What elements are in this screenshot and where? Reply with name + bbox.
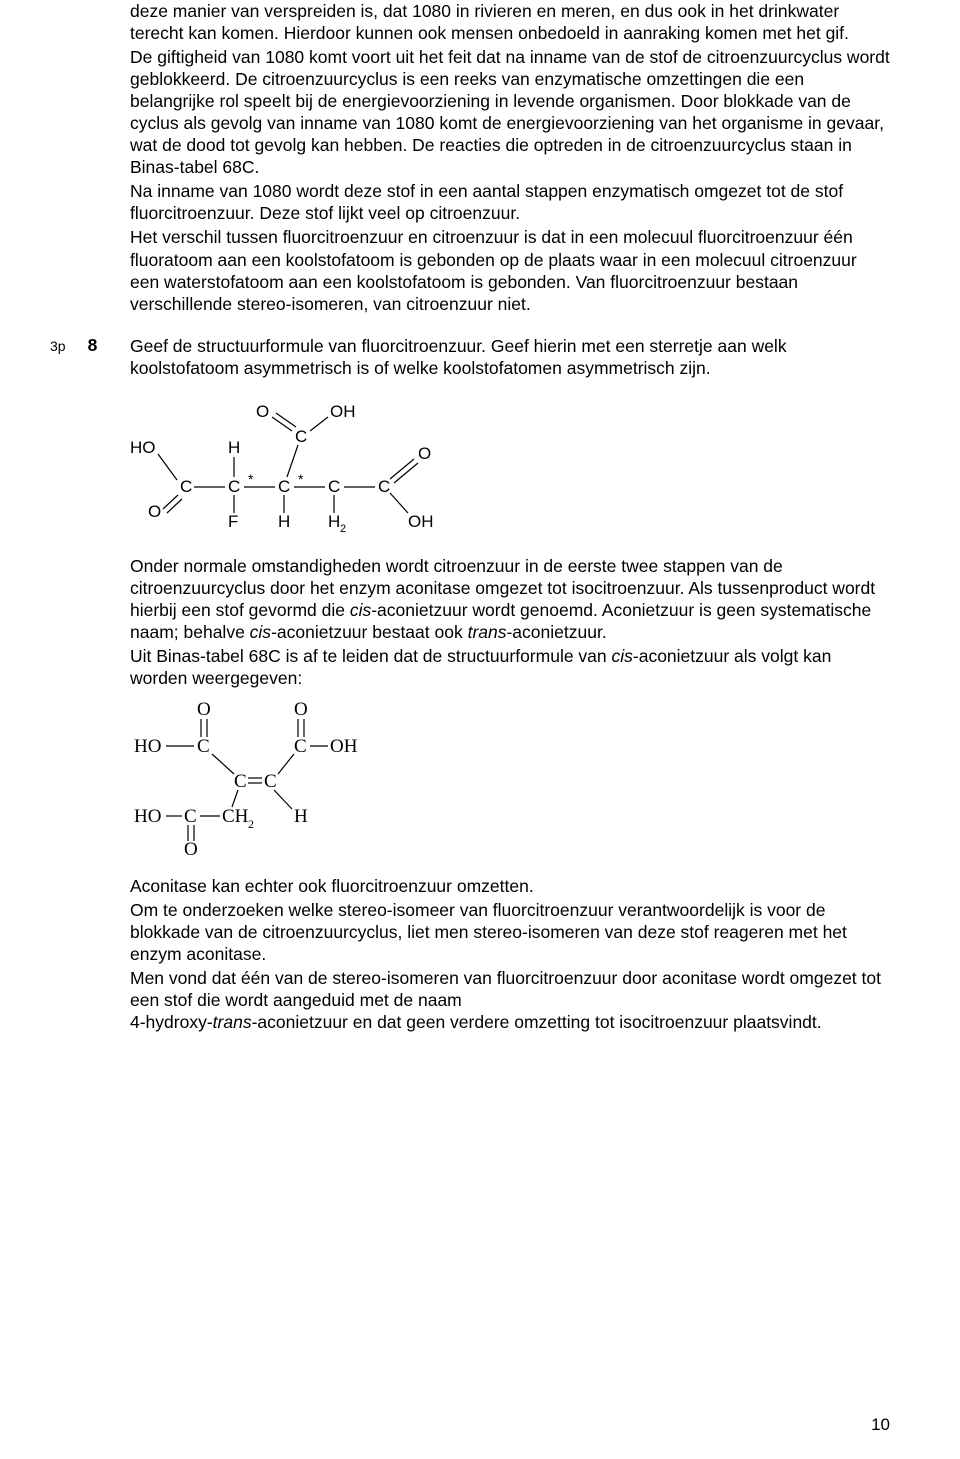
mid-p1-b: cis bbox=[350, 600, 371, 620]
tail-p1: Aconitase kan echter ook fluorcitroenzuu… bbox=[130, 875, 890, 897]
question-8-block: 3p 8 Geef de structuurformule van fluorc… bbox=[50, 335, 890, 1036]
d1-oh-r: OH bbox=[408, 512, 434, 531]
d1-h2-2: 2 bbox=[340, 523, 346, 535]
d1-h2-h: H bbox=[328, 512, 340, 531]
tail-p3-a: Men vond dat één van de stereo-isomeren … bbox=[130, 968, 881, 1010]
d1-ho-left: HO bbox=[130, 438, 156, 457]
d1-o-bl: O bbox=[148, 502, 161, 521]
diagram-cis-aconietzuur: O O HO C C OH C C HO C CH 2 H O bbox=[130, 697, 890, 857]
mid-p1-e: -aconietzuur bestaat ook bbox=[271, 622, 468, 642]
question-points: 3p bbox=[50, 338, 66, 354]
d1-c1: C bbox=[180, 477, 192, 496]
d1-h-c2: H bbox=[228, 438, 240, 457]
intro-block: deze manier van verspreiden is, dat 1080… bbox=[50, 0, 890, 317]
question-number: 8 bbox=[88, 335, 98, 356]
d2-cc-r: C bbox=[264, 771, 277, 792]
spacer bbox=[50, 317, 890, 335]
d1-c-top: C bbox=[295, 427, 307, 446]
tail-p3-d: -aconietzuur en dat geen verdere omzetti… bbox=[252, 1012, 822, 1032]
page-number: 10 bbox=[871, 1415, 890, 1435]
d1-f: F bbox=[228, 512, 238, 531]
d2-ho-l: HO bbox=[134, 736, 161, 757]
mid-p1-f: trans bbox=[468, 622, 507, 642]
d1-c3: C bbox=[278, 477, 290, 496]
mid-p1: Onder normale omstandigheden wordt citro… bbox=[130, 555, 890, 643]
d2-o-tl: O bbox=[197, 699, 211, 720]
intro-p3: Na inname van 1080 wordt deze stof in ee… bbox=[130, 180, 890, 224]
intro-p4: Het verschil tussen fluorcitroenzuur en … bbox=[130, 226, 890, 314]
question-8-text: Geef de structuurformule van fluorcitroe… bbox=[130, 335, 890, 379]
d2-c-bl: C bbox=[184, 806, 197, 827]
tail-p2: Om te onderzoeken welke stereo-isomeer v… bbox=[130, 899, 890, 965]
d1-star1: * bbox=[248, 471, 254, 487]
question-8-main: Geef de structuurformule van fluorcitroe… bbox=[110, 335, 890, 1036]
d1-o-r: O bbox=[418, 444, 431, 463]
diagram1-svg: HO O C C H F * C bbox=[130, 387, 490, 537]
tail-p3-c: trans bbox=[213, 1012, 252, 1032]
d2-ch: CH bbox=[222, 806, 249, 827]
diagram-fluorcitroenzuur: HO O C C H F * C bbox=[130, 387, 890, 537]
d1-oh-top: OH bbox=[330, 402, 356, 421]
tail-p3: Men vond dat één van de stereo-isomeren … bbox=[130, 967, 890, 1033]
d2-ho-bl: HO bbox=[134, 806, 161, 827]
diagram2-svg: O O HO C C OH C C HO C CH 2 H O bbox=[130, 697, 430, 857]
d2-o-tr: O bbox=[294, 699, 308, 720]
mid-p1-d: cis bbox=[250, 622, 271, 642]
d1-c2: C bbox=[228, 477, 240, 496]
d1-c4: C bbox=[328, 477, 340, 496]
question-marker: 3p 8 bbox=[50, 335, 97, 356]
intro-p1: deze manier van verspreiden is, dat 1080… bbox=[130, 0, 890, 44]
d2-c-r: C bbox=[294, 736, 307, 757]
d1-h-c3: H bbox=[278, 512, 290, 531]
tail-p3-b: 4-hydroxy- bbox=[130, 1012, 213, 1032]
question-8-gutter: 3p 8 bbox=[50, 335, 110, 356]
d2-two: 2 bbox=[248, 817, 254, 831]
mid-p2: Uit Binas-tabel 68C is af te leiden dat … bbox=[130, 645, 890, 689]
mid-p1-g: -aconietzuur. bbox=[506, 622, 606, 642]
intro-main: deze manier van verspreiden is, dat 1080… bbox=[110, 0, 890, 317]
d2-c-l: C bbox=[197, 736, 210, 757]
d2-cc-l: C bbox=[234, 771, 247, 792]
d2-o-bl: O bbox=[184, 839, 198, 857]
page: deze manier van verspreiden is, dat 1080… bbox=[0, 0, 960, 1459]
d1-star2: * bbox=[298, 471, 304, 487]
d2-h-br: H bbox=[294, 806, 308, 827]
mid-p2-a: Uit Binas-tabel 68C is af te leiden dat … bbox=[130, 646, 612, 666]
d1-o-top: O bbox=[256, 402, 269, 421]
mid-p2-b: cis bbox=[612, 646, 633, 666]
d1-c5: C bbox=[378, 477, 390, 496]
d2-oh-r: OH bbox=[330, 736, 358, 757]
intro-p2: De giftigheid van 1080 komt voort uit he… bbox=[130, 46, 890, 178]
